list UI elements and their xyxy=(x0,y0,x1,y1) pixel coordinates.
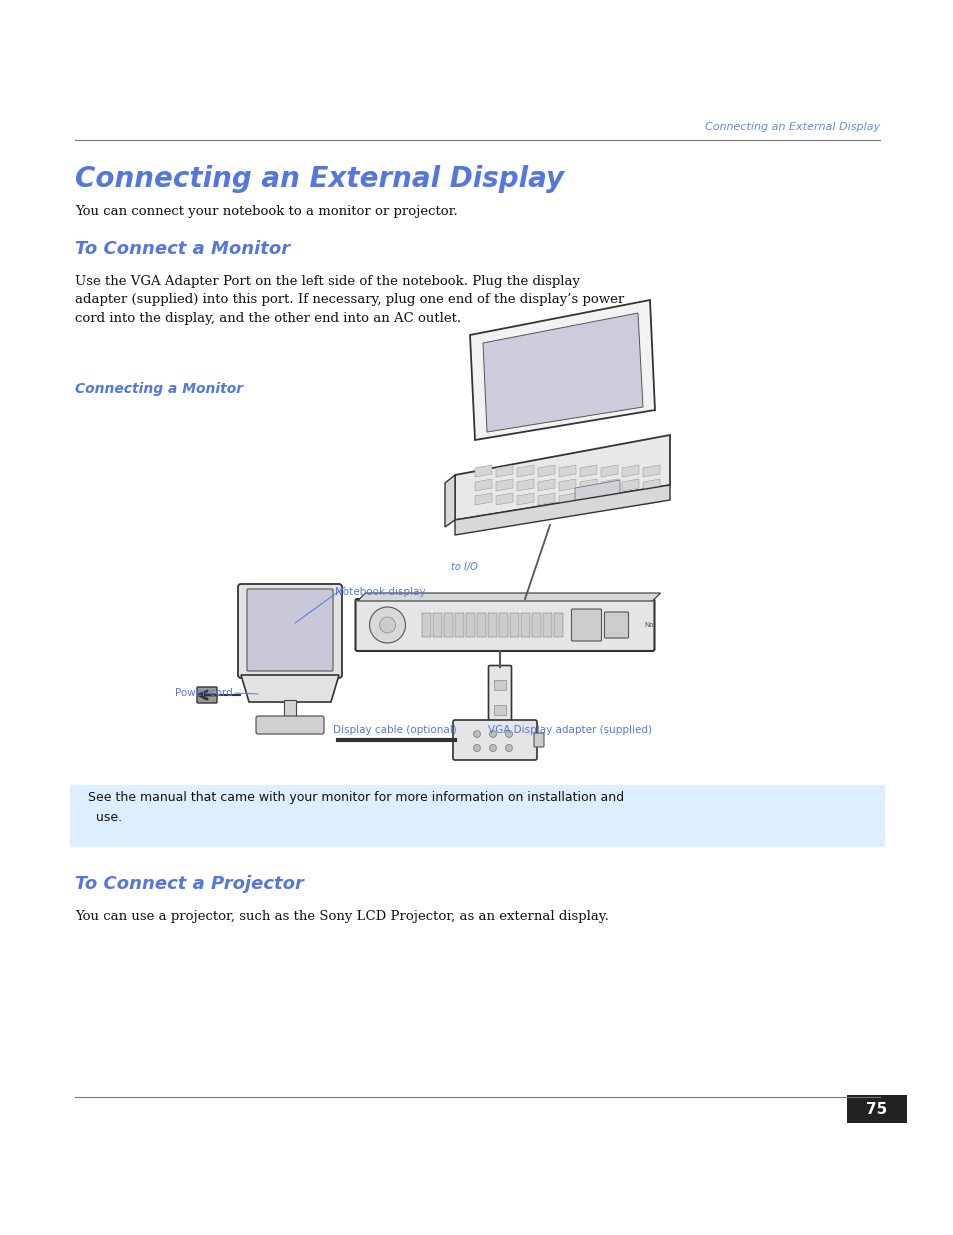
Text: No: No xyxy=(644,622,654,629)
Polygon shape xyxy=(558,479,576,492)
FancyBboxPatch shape xyxy=(534,734,543,747)
Polygon shape xyxy=(357,593,659,601)
Circle shape xyxy=(489,730,496,737)
Polygon shape xyxy=(537,466,555,477)
Polygon shape xyxy=(496,493,513,505)
Bar xyxy=(488,613,497,637)
Bar xyxy=(521,613,530,637)
Circle shape xyxy=(379,618,395,634)
Polygon shape xyxy=(496,466,513,477)
FancyBboxPatch shape xyxy=(488,666,511,725)
Polygon shape xyxy=(579,493,597,505)
Circle shape xyxy=(505,730,512,737)
Bar xyxy=(477,613,486,637)
FancyBboxPatch shape xyxy=(255,716,324,734)
Polygon shape xyxy=(444,475,455,527)
Text: You can use a projector, such as the Sony LCD Projector, as an external display.: You can use a projector, such as the Son… xyxy=(75,910,608,923)
Polygon shape xyxy=(558,466,576,477)
Polygon shape xyxy=(621,493,639,505)
Circle shape xyxy=(489,745,496,752)
FancyBboxPatch shape xyxy=(846,1095,906,1123)
Polygon shape xyxy=(621,479,639,492)
FancyBboxPatch shape xyxy=(571,609,601,641)
Polygon shape xyxy=(241,676,338,701)
Polygon shape xyxy=(482,312,642,432)
Bar xyxy=(499,613,508,637)
Text: Notebook display: Notebook display xyxy=(335,587,425,597)
Polygon shape xyxy=(600,479,618,492)
Bar xyxy=(532,613,541,637)
Polygon shape xyxy=(455,485,669,535)
Text: Connecting a Monitor: Connecting a Monitor xyxy=(75,382,243,396)
Text: To Connect a Monitor: To Connect a Monitor xyxy=(75,240,290,258)
Text: Use the VGA Adapter Port on the left side of the notebook. Plug the display
adap: Use the VGA Adapter Port on the left sid… xyxy=(75,275,623,325)
FancyBboxPatch shape xyxy=(604,613,628,638)
Polygon shape xyxy=(496,479,513,492)
Circle shape xyxy=(473,730,480,737)
Circle shape xyxy=(473,745,480,752)
Polygon shape xyxy=(470,300,655,440)
FancyBboxPatch shape xyxy=(70,785,884,847)
Polygon shape xyxy=(579,479,597,492)
Polygon shape xyxy=(455,435,669,520)
Text: 75: 75 xyxy=(865,1102,886,1116)
Polygon shape xyxy=(517,493,534,505)
Polygon shape xyxy=(475,466,492,477)
FancyBboxPatch shape xyxy=(355,599,654,651)
Bar xyxy=(543,613,552,637)
FancyBboxPatch shape xyxy=(196,687,216,703)
Bar xyxy=(422,613,431,637)
Circle shape xyxy=(505,745,512,752)
FancyBboxPatch shape xyxy=(453,720,537,760)
Bar xyxy=(444,613,453,637)
Polygon shape xyxy=(600,493,618,505)
Polygon shape xyxy=(537,479,555,492)
Polygon shape xyxy=(517,466,534,477)
Bar xyxy=(554,613,563,637)
Bar xyxy=(494,680,505,690)
Text: VGA Display adapter (supplied): VGA Display adapter (supplied) xyxy=(488,725,651,735)
Polygon shape xyxy=(579,466,597,477)
Polygon shape xyxy=(517,479,534,492)
Polygon shape xyxy=(537,493,555,505)
Bar xyxy=(494,705,505,715)
Bar xyxy=(284,700,295,720)
FancyBboxPatch shape xyxy=(237,584,341,678)
Text: to I/O: to I/O xyxy=(451,562,477,572)
Text: Power cord: Power cord xyxy=(175,688,233,698)
Bar xyxy=(433,613,442,637)
Text: See the manual that came with your monitor for more information on installation : See the manual that came with your monit… xyxy=(80,790,623,824)
Polygon shape xyxy=(475,479,492,492)
Polygon shape xyxy=(600,466,618,477)
Text: To Connect a Projector: To Connect a Projector xyxy=(75,876,304,893)
Polygon shape xyxy=(475,493,492,505)
Bar xyxy=(455,613,464,637)
Text: You can connect your notebook to a monitor or projector.: You can connect your notebook to a monit… xyxy=(75,205,457,219)
Circle shape xyxy=(369,606,405,643)
Text: Display cable (optional): Display cable (optional) xyxy=(333,725,456,735)
FancyBboxPatch shape xyxy=(247,589,333,671)
Text: Connecting an External Display: Connecting an External Display xyxy=(75,165,563,193)
Text: Connecting an External Display: Connecting an External Display xyxy=(704,122,879,132)
Polygon shape xyxy=(558,493,576,505)
Polygon shape xyxy=(642,479,659,492)
Polygon shape xyxy=(575,480,619,513)
Polygon shape xyxy=(621,466,639,477)
Polygon shape xyxy=(642,493,659,505)
Polygon shape xyxy=(642,466,659,477)
Bar xyxy=(466,613,475,637)
Bar xyxy=(510,613,519,637)
